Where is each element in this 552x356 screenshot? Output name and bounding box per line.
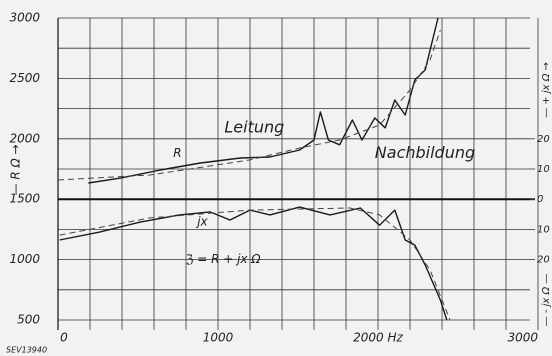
x-tick-label: 3000 (507, 331, 538, 345)
x-tick-label: 2000 Hz (353, 331, 403, 345)
y-tick-label: 2000 (9, 131, 40, 145)
y-tick-label: 1500 (9, 192, 40, 206)
y2-tick-label: 20 (537, 134, 550, 145)
annotation: jx (195, 215, 208, 229)
y2-tick-label: 10 (537, 224, 550, 235)
series-line (58, 29, 441, 181)
x-tick-label: 1000 (203, 331, 234, 345)
y2-tick-label: 20 (537, 255, 550, 266)
annotation: Leitung (224, 117, 284, 136)
y-tick-label: 3000 (9, 11, 40, 25)
series-line (59, 207, 451, 321)
annotation: R (173, 146, 181, 160)
y-tick-label: 500 (17, 313, 40, 327)
footnote: SEV13940 (6, 346, 47, 355)
y2-tick-label: 10 (537, 164, 550, 175)
series-line (88, 18, 439, 184)
x-tick-label: 0 (60, 331, 68, 345)
y2-axis-label: — - jx Ω — (541, 274, 552, 327)
y2-tick-label: 0 (537, 194, 543, 205)
y2-axis-label: — + jx Ω → (541, 62, 552, 118)
annotation: ℨ = R + jx Ω (185, 252, 261, 266)
annotation: Nachbildung (375, 143, 475, 162)
y-tick-label: 1000 (9, 252, 40, 266)
y-axis-label: — R Ω → (9, 144, 23, 195)
y-tick-label: 2500 (9, 71, 40, 85)
